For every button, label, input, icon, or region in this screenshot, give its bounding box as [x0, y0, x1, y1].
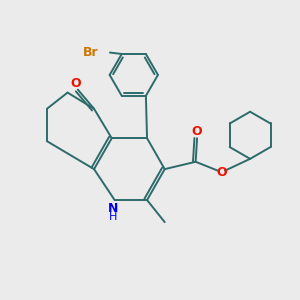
Text: O: O [192, 125, 203, 138]
Text: N: N [108, 202, 119, 215]
Text: H: H [109, 212, 117, 221]
Text: Br: Br [82, 46, 98, 59]
Text: O: O [217, 166, 227, 178]
Text: O: O [70, 77, 81, 90]
